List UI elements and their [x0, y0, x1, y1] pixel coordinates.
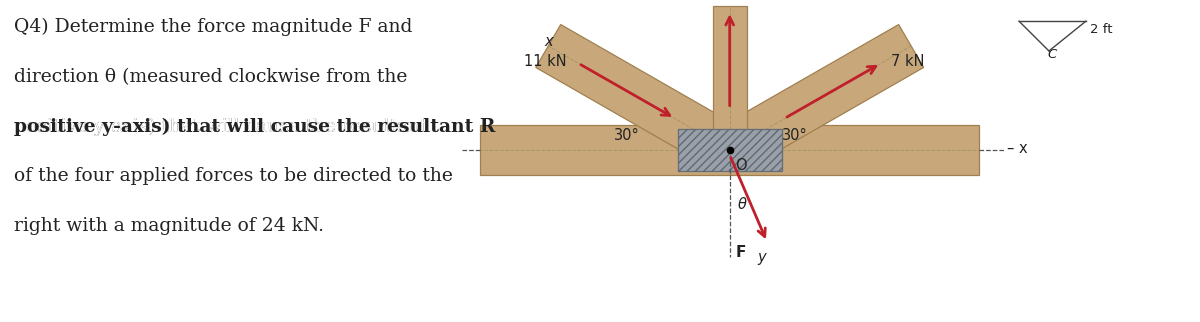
Bar: [678, 129, 781, 171]
Text: positive y-axis) that will cause the resultant R: positive y-axis) that will cause the res…: [14, 118, 496, 136]
Text: y: y: [757, 250, 767, 265]
Text: right with a magnitude of 24 kN.: right with a magnitude of 24 kN.: [14, 216, 324, 234]
Text: – x: – x: [1007, 141, 1027, 156]
Text: 2 ft: 2 ft: [1090, 23, 1112, 36]
Polygon shape: [535, 24, 742, 172]
Text: 7 kN: 7 kN: [890, 54, 924, 69]
Polygon shape: [718, 24, 924, 172]
Polygon shape: [480, 125, 730, 175]
Text: of the four applied forces to be directed to the: of the four applied forces to be directe…: [14, 167, 454, 185]
Text: C: C: [1048, 48, 1056, 61]
Text: Q4) Determine the force magnitude F and: Q4) Determine the force magnitude F and: [14, 18, 413, 36]
Bar: [678, 129, 781, 171]
Polygon shape: [730, 125, 979, 175]
Text: θ: θ: [738, 197, 746, 212]
Text: 11 kN: 11 kN: [524, 54, 566, 69]
Text: 30°: 30°: [781, 128, 808, 143]
Text: direction θ (measured clockwise from the: direction θ (measured clockwise from the: [14, 68, 408, 86]
Text: positive y-axis) that will cause the resultant: positive y-axis) that will cause the res…: [14, 118, 433, 136]
Text: positive y-axis) that will cause the resultant: positive y-axis) that will cause the res…: [14, 118, 433, 136]
Text: F: F: [736, 245, 745, 260]
Text: positive y-axis) that will cause the resultant R: positive y-axis) that will cause the res…: [14, 118, 496, 136]
Text: 30°: 30°: [614, 128, 640, 143]
Text: x: x: [545, 34, 553, 50]
Polygon shape: [713, 6, 746, 150]
Text: O: O: [734, 158, 746, 173]
